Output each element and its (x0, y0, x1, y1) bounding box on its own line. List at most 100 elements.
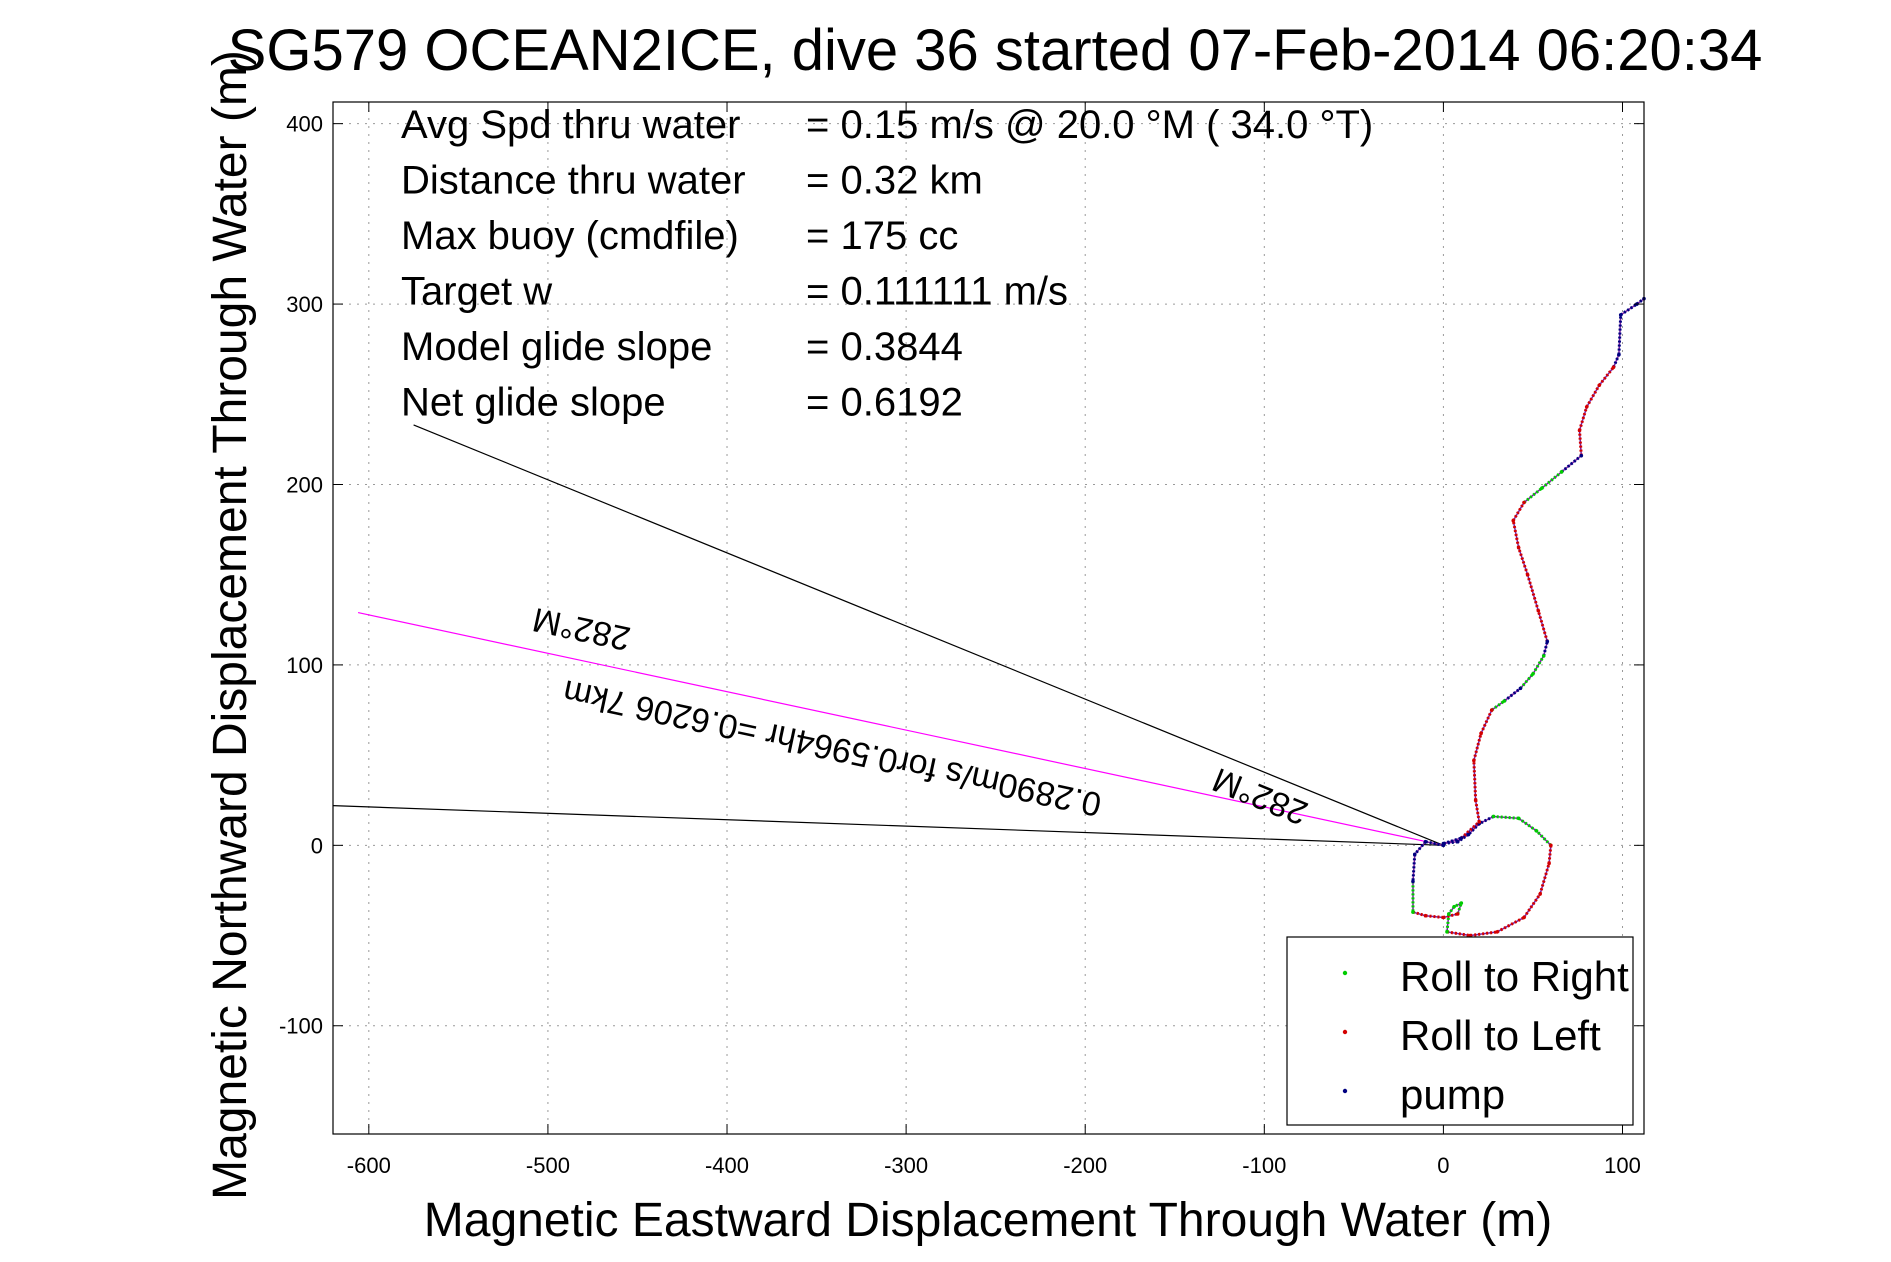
roll-left-segment (1578, 406, 1589, 431)
track-point (1522, 500, 1526, 505)
roll-left-segment (1496, 916, 1525, 934)
pump-segment (1478, 815, 1495, 826)
x-axis-label: Magnetic Eastward Displacement Through W… (424, 1194, 1552, 1247)
ticks-layer: -600 -500 -400 -300 -200 -100 0 100 -100 0 100 200 3… (279, 102, 1644, 1178)
info-label: Model glide slope (401, 325, 712, 369)
track-point (1522, 915, 1526, 920)
roll-left-segment (1522, 893, 1542, 919)
legend-entry: Roll to Right (1400, 953, 1629, 1000)
track-point (1525, 572, 1530, 577)
x-tick-label: -600 (347, 1153, 391, 1178)
roll-left-segment (1578, 430, 1583, 456)
track-point (1441, 915, 1446, 920)
info-value: = 0.32 km (806, 159, 983, 203)
roll-left-segment (1517, 547, 1530, 576)
legend-entry: pump (1400, 1071, 1505, 1118)
pump-segment (1467, 822, 1481, 836)
roll-left-segment (1536, 610, 1549, 642)
roll-right-segment (1531, 655, 1545, 675)
track-point (1455, 912, 1460, 916)
info-value: = 0.3844 (806, 325, 963, 369)
track-point (1423, 839, 1428, 844)
roll-right-segment (1519, 672, 1535, 690)
track-point (1466, 832, 1471, 837)
y-axis-label: Magnetic Northward Displacement Through … (204, 50, 257, 1200)
legend: Roll to Right Roll to Left pump (1286, 936, 1634, 1126)
x-tick-label: 100 (1604, 1153, 1641, 1178)
track-point (1446, 912, 1451, 916)
track-point (1549, 843, 1553, 848)
roll-left-segment (1479, 709, 1494, 735)
track-point (1516, 545, 1521, 550)
glide-line (332, 805, 1444, 846)
track-point (1547, 861, 1551, 866)
roll-left-segment (1511, 520, 1521, 548)
legend-marker (1342, 1088, 1348, 1094)
roll-left-segment (1538, 862, 1551, 895)
track-point (1495, 930, 1499, 934)
legend-marker (1342, 1029, 1348, 1035)
info-label: Target w (401, 270, 552, 314)
track-point (1618, 313, 1623, 317)
pump-segment (1542, 641, 1549, 657)
track-point (1531, 672, 1535, 676)
roll-left-segment (1443, 912, 1459, 919)
roll-left-segment (1585, 384, 1601, 408)
roll-right-segment (1493, 814, 1519, 820)
track-point (1489, 708, 1494, 712)
track-point (1411, 910, 1415, 914)
pump-segment (1425, 840, 1444, 847)
track-layer (1411, 296, 1646, 938)
current-line (357, 612, 1444, 846)
info-block: Avg Spd thru water = 0.15 m/s @ 20.0 °M (… (401, 103, 1373, 425)
track-point (1459, 836, 1464, 840)
pump-segment (1411, 854, 1417, 882)
info-label: Avg Spd thru water (401, 103, 740, 147)
track-point (1536, 608, 1541, 613)
info-value: = 0.15 m/s @ 20.0 °M ( 34.0 °T) (806, 103, 1373, 147)
track-point (1472, 758, 1476, 763)
lines-layer (332, 424, 1444, 846)
x-tick-label: -200 (1063, 1153, 1107, 1178)
legend-marker (1342, 970, 1348, 976)
y-tick-label: 300 (286, 292, 323, 317)
roll-right-segment (1445, 913, 1451, 933)
roll-left-segment (1470, 930, 1498, 938)
info-label: Net glide slope (401, 381, 666, 425)
pump-segment (1560, 454, 1583, 474)
track-point (1445, 930, 1449, 934)
track-point (1541, 654, 1546, 658)
track-point (1540, 486, 1544, 490)
y-tick-label: 0 (311, 833, 323, 858)
info-value: = 0.111111 m/s (806, 270, 1068, 314)
track-point (1538, 892, 1542, 896)
info-value: = 0.6192 (806, 381, 963, 425)
x-tick-label: -400 (705, 1153, 749, 1178)
track-point (1597, 383, 1602, 388)
track-point (1455, 839, 1460, 844)
roll-left-segment (1472, 760, 1478, 801)
track-point (1412, 852, 1417, 857)
pump-segment (1442, 836, 1462, 845)
x-tick-label: -300 (884, 1153, 928, 1178)
track-point (1491, 814, 1496, 819)
track-point (1579, 453, 1584, 458)
pump-segment (1503, 687, 1522, 703)
track-point (1411, 879, 1415, 884)
pump-segment (1443, 840, 1458, 846)
track-point (1459, 901, 1464, 905)
roll-left-segment (1511, 501, 1526, 522)
track-point (1516, 816, 1521, 821)
track-point (1559, 470, 1564, 474)
track-point (1441, 841, 1446, 846)
track-point (1584, 405, 1589, 409)
pump-segment (1413, 840, 1427, 856)
legend-entry: Roll to Left (1400, 1012, 1601, 1059)
info-value: = 175 cc (806, 214, 958, 258)
roll-left-segment (1547, 845, 1553, 864)
y-tick-label: 200 (286, 472, 323, 497)
roll-right-segment (1535, 829, 1552, 847)
track-point (1502, 699, 1507, 703)
track-point (1423, 913, 1428, 918)
